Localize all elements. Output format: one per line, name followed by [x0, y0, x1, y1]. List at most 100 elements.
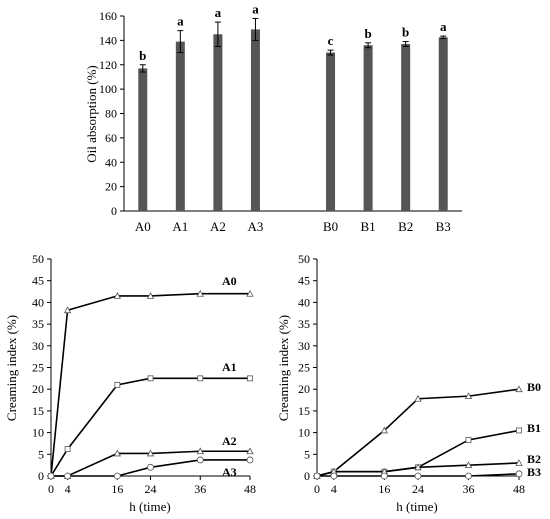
series-label-a3: A3	[222, 465, 237, 479]
creaming-index-chart-a: Creaming index (%) h (time) 0 5 10 15 20 25 30…	[4, 252, 256, 514]
bar-category-label: B3	[436, 219, 451, 234]
chart-b-xlabel: h (time)	[396, 499, 438, 514]
bar-y-tick-label: 20	[105, 180, 117, 194]
line-x-tick-label: 48	[244, 482, 256, 496]
bar	[138, 68, 148, 211]
line-x-tick-label: 0	[314, 482, 320, 496]
bar-category-label: B1	[361, 219, 376, 234]
data-point	[246, 447, 254, 455]
data-point	[515, 459, 523, 466]
data-point	[464, 461, 473, 469]
data-point	[147, 463, 154, 471]
data-point	[196, 456, 204, 464]
chart-a-xlabel: h (time)	[129, 499, 171, 514]
line-y-tick-label: 0	[38, 469, 44, 483]
line-y-tick-label: 40	[32, 295, 44, 309]
data-point	[147, 375, 154, 382]
data-point	[146, 449, 155, 457]
data-point	[330, 472, 338, 480]
bar	[175, 41, 185, 211]
line-y-tick-label: 10	[32, 426, 44, 440]
data-point	[465, 472, 472, 480]
series-label-a0: A0	[222, 274, 237, 288]
series-line-a0	[50, 292, 250, 477]
series-label-a1: A1	[222, 360, 237, 374]
series-label-b1: B1	[527, 421, 541, 435]
data-point	[247, 375, 253, 382]
data-point	[113, 449, 122, 457]
line-y-tick-label: 20	[298, 382, 310, 396]
bar-category-label: B0	[323, 219, 338, 234]
line-y-tick-label: 30	[298, 339, 310, 353]
line-y-tick-label: 5	[38, 447, 44, 461]
bar-y-tick-label: 60	[105, 131, 117, 145]
data-point	[197, 375, 204, 382]
line-y-tick-label: 40	[298, 295, 310, 309]
bar-y-tick-label: 100	[99, 82, 117, 96]
line-x-tick-label: 4	[331, 482, 337, 496]
line-y-tick-label: 15	[298, 404, 310, 418]
data-point	[380, 472, 388, 480]
line-y-tick-label: 25	[32, 361, 44, 375]
data-point	[516, 427, 522, 434]
bar-y-tick-label: 160	[99, 9, 117, 23]
data-point	[515, 470, 523, 478]
series-line-b0	[316, 388, 520, 477]
bar-category-label: A1	[172, 219, 188, 234]
line-y-tick-label: 25	[298, 361, 310, 375]
data-point	[114, 381, 121, 388]
bar-y-tick-label: 120	[99, 58, 117, 72]
line-y-tick-label: 20	[32, 382, 44, 396]
line-x-tick-label: 0	[48, 482, 54, 496]
data-point	[313, 472, 321, 480]
line-x-tick-label: 36	[194, 482, 206, 496]
data-point	[414, 472, 422, 480]
data-point	[113, 472, 121, 480]
data-point	[246, 289, 254, 297]
line-x-tick-label: 24	[145, 482, 157, 496]
line-x-tick-label: 24	[412, 482, 424, 496]
line-y-tick-label: 5	[304, 447, 310, 461]
bar	[326, 52, 336, 211]
data-point	[465, 437, 472, 443]
bar-category-label: B2	[398, 219, 413, 234]
significance-label: a	[177, 14, 184, 29]
line-y-tick-label: 50	[298, 252, 310, 266]
data-point	[515, 385, 523, 393]
bar	[250, 29, 260, 211]
data-point	[63, 306, 72, 314]
bar	[438, 37, 448, 211]
chart-a-ylabel: Creaming index (%)	[4, 315, 19, 421]
line-y-tick-label: 30	[32, 339, 44, 353]
series-line-a1	[50, 377, 250, 477]
significance-label: b	[139, 48, 146, 63]
bar-y-tick-label: 80	[105, 107, 117, 121]
line-y-tick-label: 45	[298, 274, 310, 288]
line-x-tick-label: 4	[65, 482, 71, 496]
significance-label: b	[402, 25, 409, 40]
line-y-tick-label: 45	[32, 274, 44, 288]
data-point	[464, 392, 473, 400]
series-label-b3: B3	[527, 465, 541, 479]
data-point	[246, 456, 254, 464]
data-point	[64, 446, 71, 452]
data-point	[47, 472, 55, 480]
line-y-tick-label: 15	[32, 404, 44, 418]
data-point	[414, 463, 422, 471]
significance-label: a	[215, 5, 222, 20]
data-point	[196, 447, 204, 455]
data-point	[380, 426, 389, 434]
significance-label: a	[252, 1, 259, 16]
line-x-tick-label: 36	[463, 482, 475, 496]
bar-y-tick-label: 40	[105, 155, 117, 169]
data-point	[113, 292, 122, 299]
significance-label: c	[328, 33, 334, 48]
bar	[363, 45, 373, 211]
creaming-index-chart-b: Creaming index (%) h (time) 0 5 10 15 20 25 30…	[276, 252, 541, 514]
series-label-b0: B0	[527, 380, 541, 394]
chart-b-ylabel: Creaming index (%)	[276, 315, 291, 421]
series-line-b2	[316, 462, 520, 477]
series-label-b2: B2	[527, 452, 541, 466]
series-label-a2: A2	[222, 434, 237, 448]
